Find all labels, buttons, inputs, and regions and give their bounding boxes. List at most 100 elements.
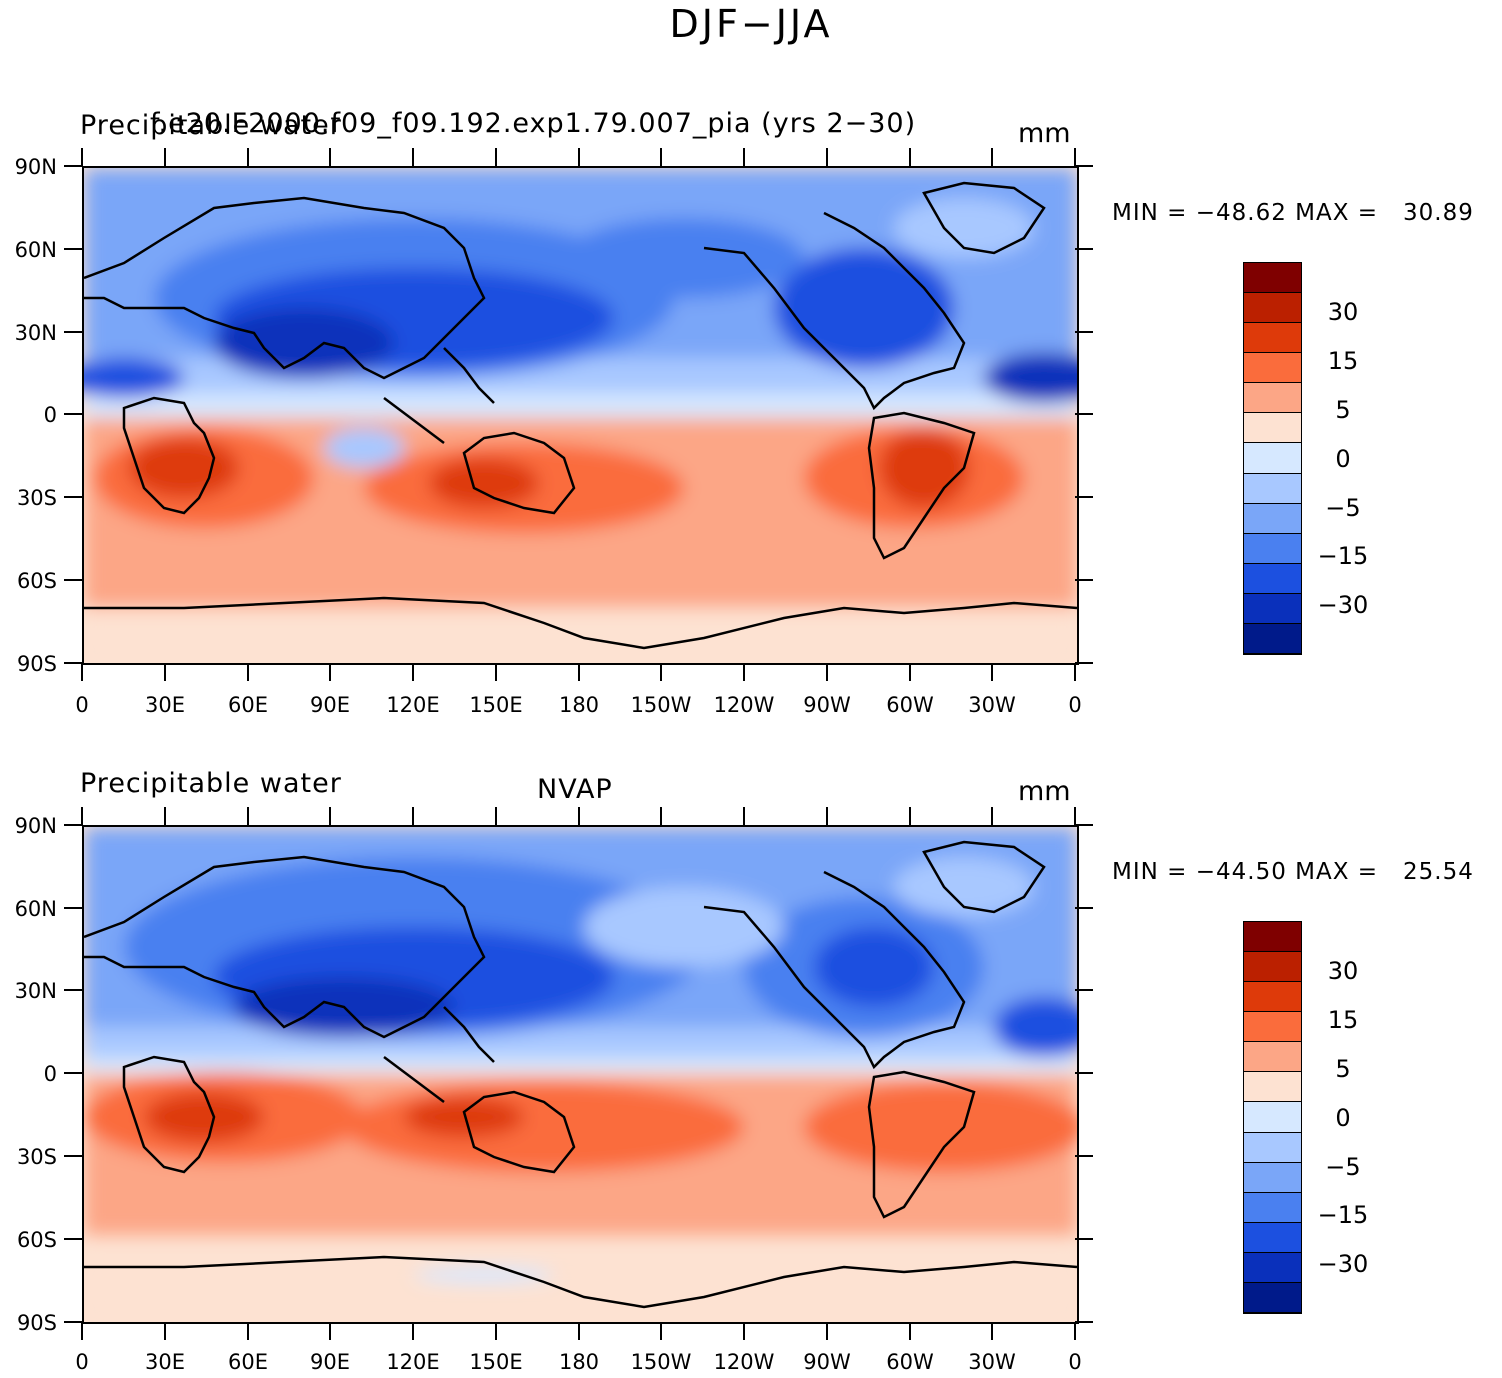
lon-label: 150E [469, 693, 523, 717]
colorbar-label: 5 [1335, 1055, 1351, 1083]
lat-label: 30S [16, 486, 57, 510]
lon-label: 120E [386, 693, 440, 717]
lon-label: 90W [803, 1350, 851, 1374]
colorbar-swatch [1244, 1252, 1301, 1283]
lon-label: 120W [713, 693, 775, 717]
lon-label: 30W [968, 693, 1016, 717]
colorbar-label: −30 [1317, 1250, 1369, 1278]
colorbar-swatch [1244, 473, 1301, 504]
colorbar-swatch [1244, 593, 1301, 624]
colorbar-label: −15 [1317, 1201, 1369, 1229]
colorbar-label: −5 [1325, 494, 1361, 522]
colorbar-label: 30 [1327, 957, 1359, 985]
lat-label: 0 [43, 1062, 57, 1086]
units-label: mm [1018, 118, 1071, 149]
lat-label: 60N [14, 238, 57, 262]
colorbar-swatch [1244, 413, 1301, 444]
lat-label: 60N [14, 897, 57, 921]
lon-label: 0 [1068, 1350, 1082, 1374]
lon-label: 150E [469, 1350, 523, 1374]
colorbar-swatch [1244, 623, 1301, 654]
contour-field [84, 827, 1077, 1322]
colorbar-swatch [1244, 533, 1301, 564]
map-plot [82, 166, 1079, 665]
colorbar-swatch [1244, 1132, 1301, 1163]
colorbar-label: 5 [1335, 396, 1351, 424]
colorbar-label: 0 [1335, 445, 1351, 473]
colorbar-swatch [1244, 952, 1301, 983]
coastlines [84, 181, 1077, 650]
lat-label: 0 [43, 403, 57, 427]
lon-label: 60E [228, 693, 268, 717]
colorbar-swatch [1244, 383, 1301, 414]
colorbar-swatch [1244, 563, 1301, 594]
colorbar-label: −5 [1325, 1153, 1361, 1181]
lon-label: 60W [886, 1350, 934, 1374]
panel-case-title: f.e20.F2000.f09_f09.192.exp1.79.007_pia … [150, 108, 917, 139]
coastlines [84, 840, 1077, 1309]
min-max-readout: MIN = −48.62 MAX = 30.89 [1112, 200, 1474, 226]
panel-dataset-title: NVAP [537, 774, 613, 805]
colorbar-swatch [1244, 1222, 1301, 1253]
lon-label: 90E [310, 693, 350, 717]
colorbar-swatch [1244, 323, 1301, 354]
axis-ticks [64, 148, 1093, 681]
lat-label: 30N [14, 321, 57, 345]
lat-label: 90S [16, 1311, 57, 1335]
colorbar-label: −15 [1317, 542, 1369, 570]
lon-label: 120E [386, 1350, 440, 1374]
lat-label: 60S [16, 1228, 57, 1252]
panel-variable-title: Precipitable water [80, 110, 342, 141]
colorbar-label: −30 [1317, 591, 1369, 619]
colorbar [1243, 262, 1302, 655]
lon-label: 150W [630, 1350, 692, 1374]
colorbar-label: 15 [1327, 347, 1359, 375]
min-max-readout: MIN = −44.50 MAX = 25.54 [1112, 859, 1474, 885]
colorbar-label: 30 [1327, 298, 1359, 326]
colorbar-swatch [1244, 1042, 1301, 1073]
colorbar-swatch [1244, 982, 1301, 1013]
colorbar-swatch [1244, 922, 1301, 953]
colorbar-swatch [1244, 1192, 1301, 1223]
lon-label: 30E [145, 1350, 185, 1374]
lon-label: 0 [75, 1350, 89, 1374]
lon-label: 90W [803, 693, 851, 717]
contour-field [84, 168, 1077, 663]
lon-label: 90E [310, 1350, 350, 1374]
lon-label: 120W [713, 1350, 775, 1374]
colorbar [1243, 921, 1302, 1314]
map-plot [82, 825, 1079, 1324]
colorbar-swatch [1244, 1072, 1301, 1103]
lat-label: 60S [16, 569, 57, 593]
lon-label: 30E [145, 693, 185, 717]
lon-label: 30W [968, 1350, 1016, 1374]
panel-model: Precipitable water f.e20.F2000.f09_f09.1… [14, 108, 1474, 717]
colorbar-swatch [1244, 263, 1301, 294]
colorbar-label: 15 [1327, 1006, 1359, 1034]
lat-label: 30N [14, 979, 57, 1003]
colorbar-swatch [1244, 1162, 1301, 1193]
lat-label: 90N [14, 814, 57, 838]
colorbar-swatch [1244, 1102, 1301, 1133]
colorbar-swatch [1244, 503, 1301, 534]
lon-label: 0 [75, 693, 89, 717]
panel-variable-title: Precipitable water [80, 768, 342, 799]
lat-label: 90N [14, 155, 57, 179]
lat-label: 90S [16, 652, 57, 676]
colorbar-swatch [1244, 293, 1301, 324]
lon-label: 150W [630, 693, 692, 717]
lon-label: 180 [558, 693, 600, 717]
lat-label: 30S [16, 1145, 57, 1169]
lon-label: 0 [1068, 693, 1082, 717]
colorbar-swatch [1244, 1012, 1301, 1043]
figure-title: DJF−JJA [669, 2, 833, 46]
units-label: mm [1018, 776, 1071, 807]
colorbar-swatch [1244, 1282, 1301, 1313]
lon-label: 60W [886, 693, 934, 717]
colorbar-swatch [1244, 353, 1301, 384]
lon-label: 60E [228, 1350, 268, 1374]
colorbar-label: 0 [1335, 1104, 1351, 1132]
lon-label: 180 [558, 1350, 600, 1374]
